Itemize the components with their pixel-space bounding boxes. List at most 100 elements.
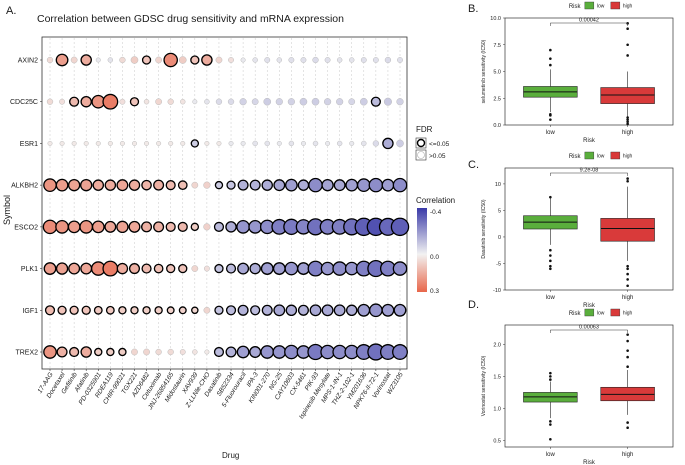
gene-label: PLK1 [21,266,38,273]
y-tick-label: 2.5 [493,96,501,102]
bubble-mark [141,221,153,233]
bubble-mark [129,97,140,107]
gene-label: TREX2 [15,350,38,357]
panel-b-letter: B. [468,3,478,15]
bubble-mark [213,346,225,358]
bubble-mark [154,306,163,315]
bubble-mark [55,220,69,234]
bubble-mark [360,57,367,63]
corr-legend-title: Correlation [416,196,455,205]
bubble-mark [307,260,324,277]
bubble-mark [288,140,295,147]
bubble-mark [143,99,150,105]
bubble-mark [165,221,176,232]
bubble-mark [300,57,307,63]
bubble-mark [311,97,320,106]
bubble-mark [116,220,129,234]
bubble-mark [249,179,261,191]
risk-legend-title: Risk [569,311,582,317]
panel-a-title: Correlation between GDSC drug sensitivit… [37,13,344,25]
bubble-mark [204,99,210,105]
outlier-point [626,278,629,281]
bubble-mark [357,303,371,317]
bubble-mark [384,56,392,64]
bubble-mark [396,139,404,148]
bubble-mark [325,140,331,146]
bubble-mark [239,98,247,106]
legend-low-label: low [597,154,605,160]
risk-legend-title: Risk [569,154,582,160]
bubble-mark [71,140,77,146]
bubble-mark [324,57,331,63]
bubble-mark [192,349,198,355]
corr-tick-bottom: 0.3 [430,288,439,295]
bubble-mark [215,98,223,105]
bubble-mark [228,140,234,146]
outlier-point [626,426,629,430]
y-tick-label: 1.5 [493,374,501,380]
bubble-mark [372,140,380,147]
bubble-mark [287,98,295,106]
bubble-mark [390,217,410,237]
bubble-mark [118,306,127,315]
boxplot-frame [504,17,674,126]
bubble-mark [68,262,81,275]
legend-low-swatch [584,1,595,10]
bubble-mark [349,57,355,63]
outlier-point [626,264,629,268]
bubble-mark [225,263,237,274]
outlier-point [549,48,552,52]
bubble-mark [336,140,343,147]
bubble-mark [141,179,152,191]
bubble-mark [177,180,188,191]
bubble-mark [190,55,200,65]
outlier-point [626,365,629,369]
y-tick-label: 1.0 [493,406,501,412]
x-tick-label: low [546,130,556,136]
corr-tick-mid: 0.0 [430,254,439,261]
bubble-mark [168,140,174,146]
bubble-mark [369,303,383,318]
bubble-mark [143,348,150,356]
outlier-point [626,267,629,271]
bubble-mark [248,220,263,234]
outlier-point [626,284,629,288]
bubble-mark [250,305,261,316]
bubble-mark [95,140,101,146]
box-high [600,87,655,104]
bubble-mark [107,57,114,63]
bubble-mark [192,99,198,105]
bubble-mark [251,98,259,106]
outlier-point [626,27,629,31]
risk-legend-title: Risk [569,4,582,10]
boxplot-d: Risk low high 0.5 1.0 1.5 2.0 Vorinostat sensit… [481,308,674,465]
bubble-mark [167,348,174,356]
gene-label: IGF1 [22,308,38,315]
legend-high-swatch [610,1,621,10]
y-tick-label: 5 [498,208,501,214]
bubble-mark [178,263,188,274]
fdr-key-sig-circle [416,138,426,148]
bubble-mark [55,178,69,192]
bubble-mark [332,261,347,276]
bubble-mark [116,179,129,192]
bubble-mark [225,346,237,358]
bubble-plot: AXIN2CDC25CESR1ALKBH2ESCO2PLK1IGF1TREX21… [10,36,410,420]
boxplot-frame [504,324,674,448]
bubble-mark [180,99,186,105]
bubble-mark [284,344,299,360]
bubble-mark [142,306,151,315]
outlier-point [626,421,629,424]
bubble-mark [381,303,395,317]
y-axis-label: Dasatinib sensitivity (IC50) [481,199,487,259]
outlier-point [549,248,552,252]
bubble-mark [93,305,103,315]
bubble-mark [128,220,141,233]
bubble-mark [56,346,68,358]
bubble-mark [131,140,137,146]
bubble-mark [107,140,113,146]
legend-high-label: high [623,4,633,10]
legend-low-label: low [597,4,605,10]
bubble-mark [273,179,286,192]
p-value: 0.00042 [579,18,599,24]
